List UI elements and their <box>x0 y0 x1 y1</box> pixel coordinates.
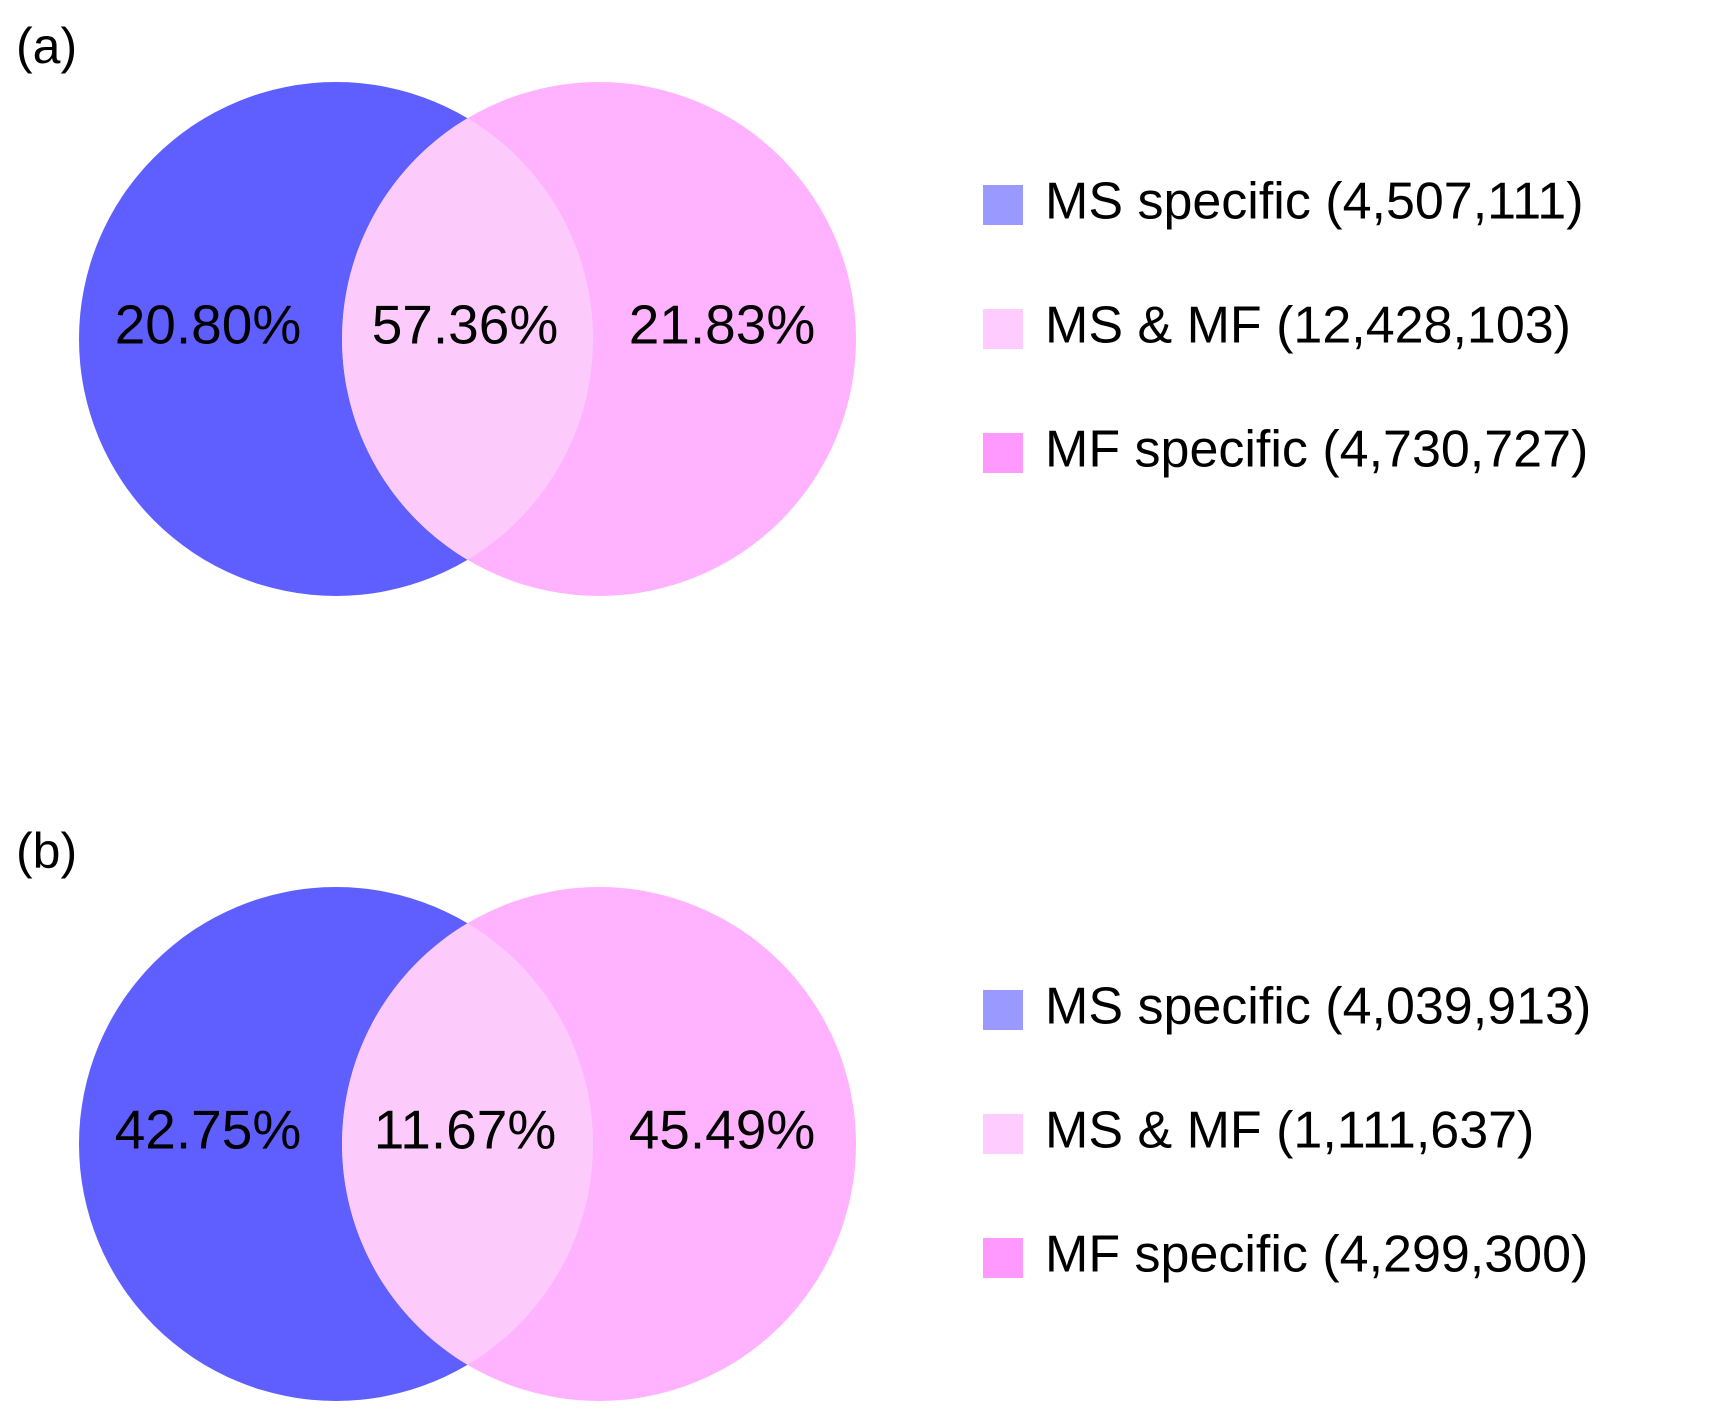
value-label: 11.67% <box>374 1099 556 1161</box>
legend-swatch <box>983 309 1023 349</box>
venn-region <box>342 923 593 1365</box>
venn-panel: (a) 20.80% 57.36% 21.83% MS specific (4,507,… <box>16 18 1588 596</box>
legend-swatch <box>983 185 1023 225</box>
legend-label: MF specific (4,299,300) <box>1045 1226 1588 1284</box>
value-label: 42.75% <box>115 1099 302 1161</box>
venn-region <box>342 118 593 560</box>
panel-label: (b) <box>16 823 77 879</box>
legend-label: MF specific (4,730,727) <box>1045 421 1588 479</box>
legend-label: MS specific (4,039,913) <box>1045 978 1591 1036</box>
value-label: 45.49% <box>629 1099 816 1161</box>
venn-panel: (b) 42.75% 11.67% 45.49% MS specific (4,039,… <box>16 823 1591 1401</box>
panel-label: (a) <box>16 18 77 74</box>
legend-label: MS & MF (1,111,637) <box>1045 1102 1534 1160</box>
legend-label: MS & MF (12,428,103) <box>1045 297 1571 355</box>
legend-swatch <box>983 433 1023 473</box>
legend-label: MS specific (4,507,111) <box>1045 173 1584 231</box>
value-label: 20.80% <box>115 294 302 356</box>
legend-swatch <box>983 1114 1023 1154</box>
legend-swatch <box>983 1238 1023 1278</box>
value-label: 57.36% <box>372 294 559 356</box>
legend-swatch <box>983 990 1023 1030</box>
value-label: 21.83% <box>629 294 816 356</box>
